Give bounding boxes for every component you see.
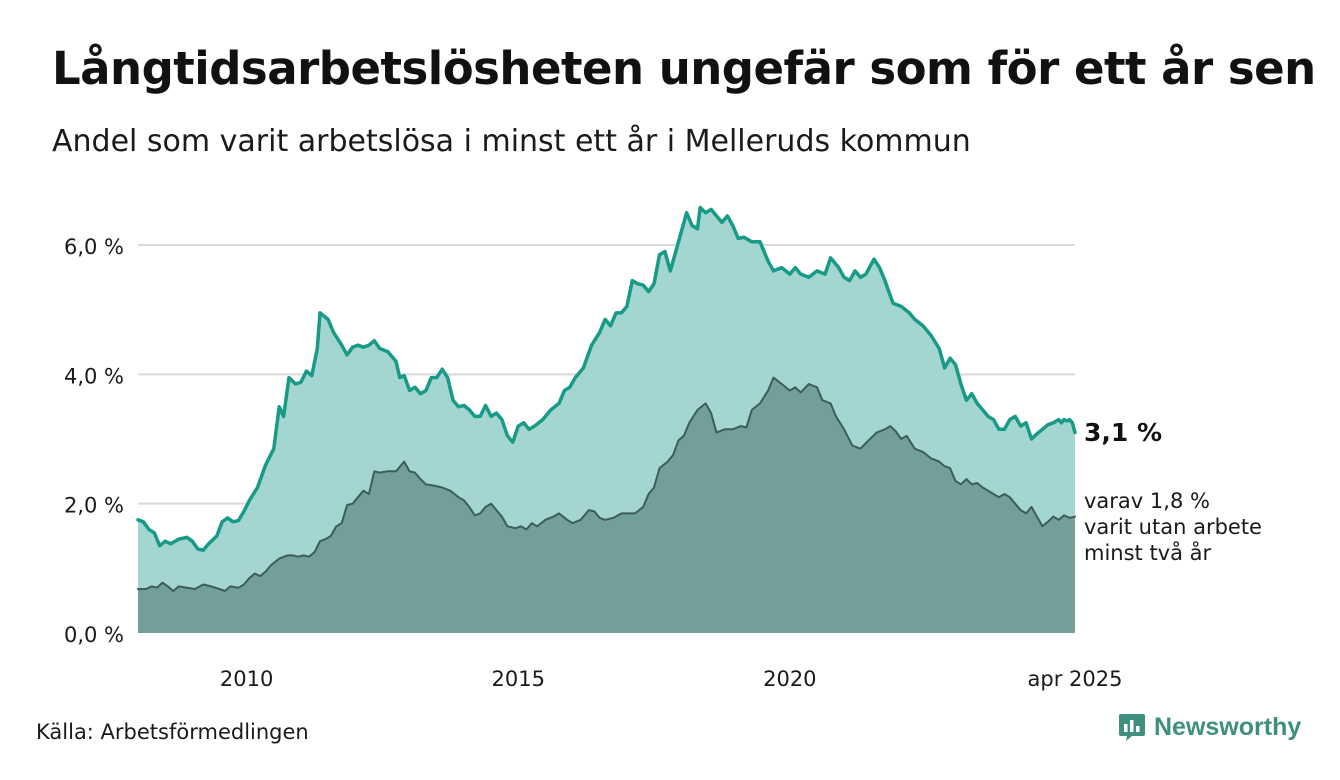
- long-term-end-label: varav 1,8 %: [1084, 489, 1210, 513]
- area-chart: 0,0 % 2,0 % 4,0 % 6,0 % 2010 2015 2020 apr 202…: [64, 205, 1262, 691]
- y-axis-labels: 0,0 % 2,0 % 4,0 % 6,0 %: [64, 235, 124, 647]
- chart-title: Långtidsarbetslösheten ungefär som för e…: [52, 42, 1316, 95]
- x-axis-labels: 2010 2015 2020 apr 2025: [220, 667, 1123, 691]
- chart-subtitle: Andel som varit arbetslösa i minst ett å…: [52, 124, 971, 159]
- total-end-label: 3,1 %: [1084, 418, 1162, 447]
- newsworthy-logo-icon: [1119, 714, 1145, 741]
- source-note: Källa: Arbetsförmedlingen: [36, 720, 309, 744]
- y-tick-label: 6,0 %: [64, 235, 124, 259]
- x-tick-label: apr 2025: [1028, 667, 1123, 691]
- x-tick-label: 2020: [763, 667, 816, 691]
- long-term-series-area: [138, 377, 1075, 633]
- plot-area: [136, 205, 1077, 633]
- y-tick-label: 4,0 %: [64, 364, 124, 388]
- long-term-series-line: [137, 376, 1076, 592]
- long-term-end-label: minst två år: [1084, 540, 1212, 565]
- y-tick-label: 0,0 %: [64, 623, 124, 647]
- brand-name: Newsworthy: [1154, 712, 1302, 741]
- x-tick-label: 2015: [492, 667, 545, 691]
- long-term-end-label: varit utan arbete: [1084, 515, 1262, 539]
- brand-logo[interactable]: Newsworthy: [1118, 712, 1301, 742]
- total-series-line: [136, 205, 1077, 552]
- x-tick-label: 2010: [220, 667, 273, 691]
- y-tick-label: 2,0 %: [64, 494, 124, 518]
